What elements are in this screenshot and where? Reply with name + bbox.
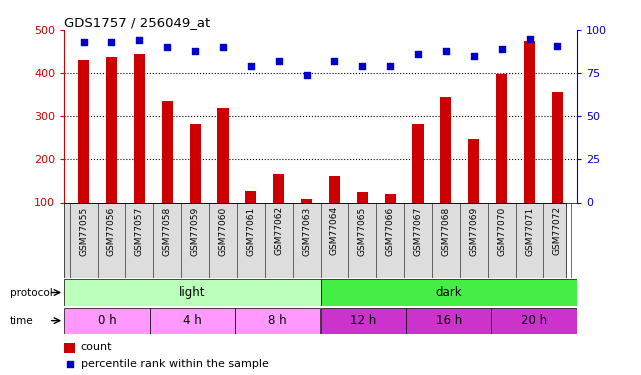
Bar — [552, 92, 563, 202]
Bar — [149, 308, 235, 334]
Point — [78, 39, 88, 45]
Bar — [64, 343, 76, 352]
Text: GSM77060: GSM77060 — [219, 206, 228, 255]
Point — [441, 48, 451, 54]
Text: light: light — [179, 286, 206, 299]
Point — [106, 39, 117, 45]
Text: GSM77056: GSM77056 — [107, 206, 116, 255]
Text: GSM77066: GSM77066 — [386, 206, 395, 255]
Text: 8 h: 8 h — [269, 314, 287, 327]
Bar — [492, 308, 577, 334]
Point — [385, 63, 395, 69]
Point — [413, 51, 423, 57]
Bar — [320, 279, 577, 306]
Text: GSM77065: GSM77065 — [358, 206, 367, 255]
Text: GSM77067: GSM77067 — [413, 206, 422, 255]
Bar — [468, 139, 479, 202]
Text: 0 h: 0 h — [97, 314, 116, 327]
Bar — [440, 97, 451, 202]
Bar — [246, 191, 256, 202]
Text: 4 h: 4 h — [183, 314, 202, 327]
Point — [190, 48, 200, 54]
Bar — [106, 57, 117, 202]
Bar — [235, 308, 320, 334]
Point — [218, 44, 228, 50]
Point — [162, 44, 172, 50]
Text: GSM77069: GSM77069 — [469, 206, 478, 255]
Point — [469, 53, 479, 59]
Bar — [64, 279, 321, 306]
Text: time: time — [10, 316, 33, 326]
Text: GSM77057: GSM77057 — [135, 206, 144, 255]
Text: 20 h: 20 h — [521, 314, 547, 327]
Bar — [162, 101, 173, 202]
Bar — [406, 308, 492, 334]
Bar — [134, 54, 145, 202]
Point — [246, 63, 256, 69]
Bar — [217, 108, 229, 202]
Text: GSM77071: GSM77071 — [525, 206, 534, 255]
Bar — [385, 194, 395, 202]
Text: GSM77061: GSM77061 — [246, 206, 255, 255]
Text: percentile rank within the sample: percentile rank within the sample — [81, 359, 269, 369]
Text: protocol: protocol — [10, 288, 53, 297]
Bar — [301, 199, 312, 202]
Bar — [357, 192, 368, 202]
Point — [274, 58, 284, 64]
Text: GDS1757 / 256049_at: GDS1757 / 256049_at — [64, 16, 210, 29]
Point — [524, 36, 535, 42]
Point — [357, 63, 367, 69]
Text: 16 h: 16 h — [436, 314, 462, 327]
Text: GSM77062: GSM77062 — [274, 206, 283, 255]
Text: GSM77064: GSM77064 — [330, 206, 339, 255]
Text: GSM77055: GSM77055 — [79, 206, 88, 255]
Bar — [78, 60, 89, 202]
Text: dark: dark — [435, 286, 462, 299]
Text: GSM77070: GSM77070 — [497, 206, 506, 255]
Text: GSM77072: GSM77072 — [553, 206, 562, 255]
Point — [497, 46, 507, 52]
Bar — [273, 174, 284, 202]
Bar — [329, 176, 340, 203]
Point — [553, 42, 563, 48]
Point — [329, 58, 340, 64]
Text: 12 h: 12 h — [350, 314, 376, 327]
Text: count: count — [81, 342, 112, 352]
Text: GSM77068: GSM77068 — [442, 206, 451, 255]
Point — [65, 361, 75, 367]
Bar — [496, 74, 507, 202]
Bar — [190, 124, 201, 202]
Text: GSM77063: GSM77063 — [302, 206, 311, 255]
Bar — [524, 41, 535, 203]
Text: GSM77059: GSM77059 — [190, 206, 199, 255]
Text: GSM77058: GSM77058 — [163, 206, 172, 255]
Bar — [412, 124, 424, 202]
Bar — [320, 308, 406, 334]
Point — [301, 72, 312, 78]
Point — [134, 38, 144, 44]
Bar — [64, 308, 149, 334]
